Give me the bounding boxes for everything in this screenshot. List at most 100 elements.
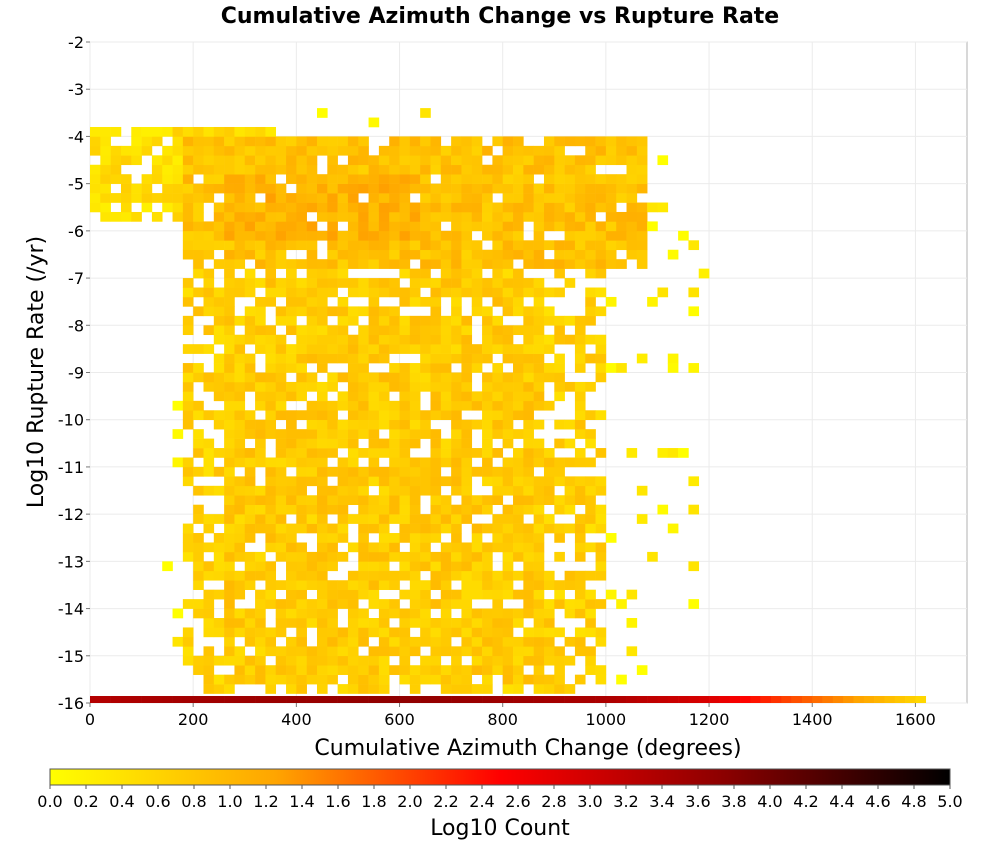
heatmap-cell: [574, 674, 586, 685]
heatmap-cell: [368, 523, 380, 534]
heatmap-cell: [296, 240, 307, 251]
heatmap-cell: [409, 315, 421, 326]
heatmap-cell: [224, 533, 235, 543]
heatmap-cell: [347, 211, 359, 222]
heatmap-cell: [595, 551, 607, 562]
heatmap-cell: [275, 249, 287, 260]
heatmap-cell: [564, 419, 576, 430]
heatmap-cell: [440, 448, 452, 458]
heatmap-cell: [626, 646, 638, 657]
heatmap-cell: [461, 230, 473, 241]
heatmap-cell: [265, 221, 277, 232]
heatmap-cell: [626, 240, 638, 251]
heatmap-cell: [574, 696, 586, 703]
heatmap-cell: [564, 334, 576, 345]
heatmap-cell: [585, 334, 596, 345]
heatmap-cell: [451, 400, 462, 411]
heatmap-cell: [399, 240, 411, 251]
heatmap-cell: [255, 551, 266, 562]
heatmap-cell: [389, 570, 400, 581]
heatmap-cell: [451, 334, 462, 345]
heatmap-cell: [492, 381, 504, 392]
heatmap-cell: [100, 155, 111, 166]
heatmap-cell: [409, 542, 421, 553]
heatmap-cell: [688, 240, 700, 251]
heatmap-cell: [420, 211, 431, 222]
heatmap-cell: [275, 655, 287, 666]
heatmap-cell: [513, 457, 524, 468]
heatmap-cell: [564, 495, 576, 505]
heatmap-cell: [316, 646, 328, 657]
heatmap-cell: [626, 164, 638, 175]
heatmap-cell: [203, 381, 215, 392]
heatmap-cell: [492, 268, 504, 279]
heatmap-cell: [523, 391, 534, 402]
heatmap-cell: [224, 391, 235, 402]
heatmap-cell: [523, 646, 534, 657]
heatmap-cell: [193, 306, 204, 317]
heatmap-cell: [564, 315, 576, 326]
heatmap-cell: [543, 655, 555, 666]
heatmap-cell: [585, 696, 596, 703]
heatmap-cell: [224, 193, 235, 203]
heatmap-cell: [337, 580, 349, 590]
heatmap-cell: [667, 523, 679, 534]
heatmap-cell: [616, 599, 627, 609]
heatmap-cell: [595, 287, 607, 298]
heatmap-cell: [502, 259, 514, 269]
heatmap-cell: [182, 287, 194, 298]
heatmap-cell: [626, 589, 638, 600]
heatmap-cell: [585, 230, 596, 241]
heatmap-cell: [286, 589, 297, 600]
heatmap-cell: [141, 183, 153, 194]
heatmap-cell: [492, 391, 504, 402]
heatmap-cell: [368, 174, 380, 184]
heatmap-cell: [255, 164, 266, 175]
heatmap-cell: [327, 495, 338, 505]
heatmap-cell: [265, 646, 277, 657]
heatmap-cell: [378, 164, 390, 175]
heatmap-cell: [554, 193, 565, 203]
heatmap-cell: [244, 363, 256, 373]
heatmap-cell: [347, 372, 359, 383]
heatmap-cell: [347, 646, 359, 657]
heatmap-cell: [543, 495, 555, 505]
heatmap-cell: [451, 344, 462, 354]
heatmap-cell: [193, 136, 204, 147]
heatmap-cell: [533, 230, 545, 241]
heatmap-cell: [141, 136, 153, 147]
heatmap-cell: [378, 655, 390, 666]
heatmap-cell: [430, 230, 442, 241]
heatmap-cell: [595, 627, 607, 638]
heatmap-cell: [327, 448, 338, 458]
heatmap-cell: [440, 618, 452, 628]
heatmap-cell: [853, 696, 865, 703]
heatmap-cell: [420, 230, 431, 241]
heatmap-cell: [203, 174, 215, 184]
heatmap-cell: [182, 476, 194, 487]
heatmap-cell: [368, 570, 380, 581]
heatmap-cell: [327, 334, 338, 345]
heatmap-cell: [327, 344, 338, 354]
heatmap-cell: [224, 240, 235, 251]
heatmap-cell: [255, 419, 266, 430]
heatmap-cell: [368, 296, 380, 307]
heatmap-cell: [399, 485, 411, 496]
heatmap-cell: [389, 278, 400, 288]
heatmap-cell: [482, 287, 493, 298]
heatmap-cell: [244, 155, 256, 166]
bottom-row-cells: [90, 696, 927, 703]
heatmap-cell: [234, 448, 246, 458]
heatmap-cell: [471, 400, 483, 411]
heatmap-cell: [543, 514, 555, 524]
heatmap-cell: [451, 684, 462, 694]
heatmap-cell: [523, 485, 534, 496]
heatmap-cell: [513, 344, 524, 354]
heatmap-cell: [636, 202, 648, 213]
heatmap-cell: [409, 618, 421, 628]
heatmap-cell: [131, 696, 142, 703]
heatmap-cell: [224, 353, 235, 364]
heatmap-cell: [316, 145, 328, 156]
heatmap-cell: [533, 655, 545, 666]
heatmap-cell: [224, 599, 235, 609]
